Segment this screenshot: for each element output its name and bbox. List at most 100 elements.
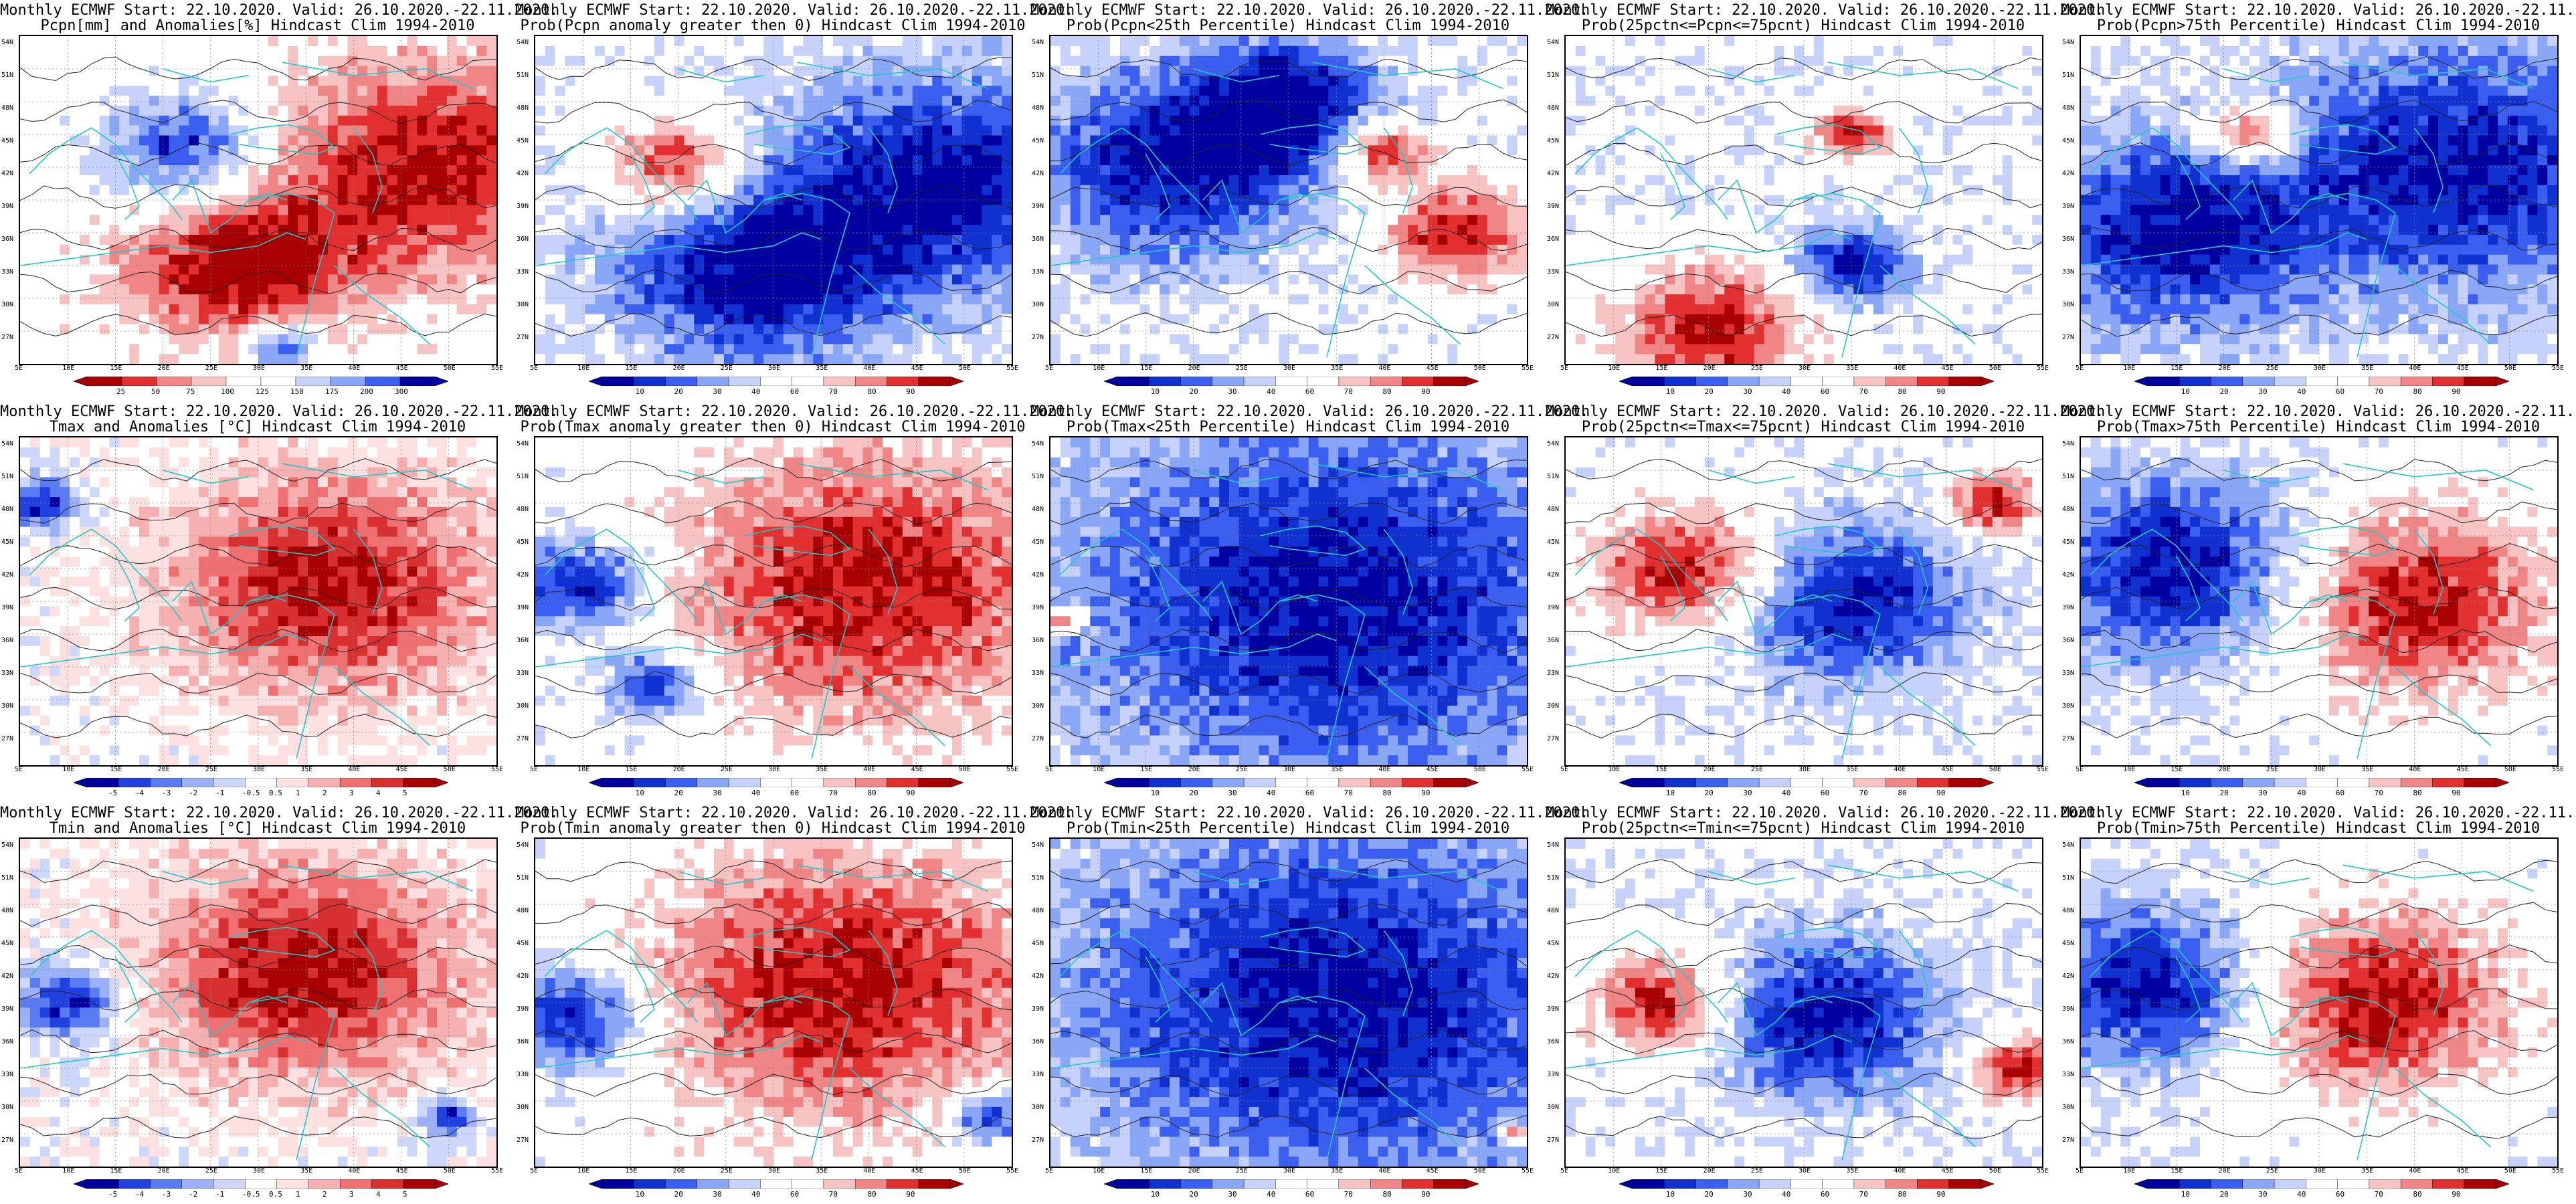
colorbar-tick-label: 30 bbox=[1743, 1190, 1752, 1199]
colorbar-swatch bbox=[118, 778, 151, 787]
colorbar-swatch bbox=[1180, 778, 1213, 787]
colorbar-swatch bbox=[634, 1179, 666, 1189]
contour-line bbox=[1050, 1114, 1527, 1138]
coastline bbox=[114, 957, 140, 1023]
colorbar-max-arrow bbox=[1980, 377, 1994, 386]
coastline bbox=[2290, 926, 2397, 958]
latitude-tick-label: 48N bbox=[517, 104, 529, 112]
longitude-tick-label: 55E bbox=[2037, 1167, 2049, 1175]
latitude-tick-label: 36N bbox=[517, 637, 529, 644]
latitude-tick-label: 45N bbox=[1, 940, 13, 947]
colorbar-swatch bbox=[1917, 778, 1949, 787]
colorbar-tick-label: 90 bbox=[1421, 387, 1430, 396]
longitude-tick-label: 50E bbox=[2504, 365, 2516, 372]
coastline bbox=[1312, 62, 1503, 90]
colorbar-tick-label: 90 bbox=[2452, 1190, 2460, 1199]
longitude-tick-label: 5E bbox=[1560, 365, 1568, 372]
colorbar-swatch bbox=[1822, 377, 1855, 386]
latitude-tick-label: 54N bbox=[1032, 39, 1044, 46]
coastline bbox=[868, 528, 898, 615]
colorbar-max-arrow bbox=[434, 778, 448, 787]
colorbar-tick-label: 30 bbox=[713, 789, 721, 797]
longitude-tick-label: 40E bbox=[1894, 1167, 1906, 1175]
colorbar-tick-label: 30 bbox=[2258, 789, 2267, 797]
latitude-tick-label: 48N bbox=[2062, 506, 2074, 513]
colorbar-swatch bbox=[1695, 778, 1728, 787]
colorbar-max-arrow bbox=[2495, 377, 2509, 386]
longitude-tick-label: 25E bbox=[1236, 766, 1248, 773]
colorbar-tick-label: 80 bbox=[1382, 1190, 1391, 1199]
contour-line bbox=[535, 714, 1012, 738]
coastline bbox=[2309, 995, 2396, 1161]
latitude-tick-label: 45N bbox=[517, 940, 529, 947]
longitude-tick-label: 15E bbox=[625, 766, 637, 773]
latitude-tick-label: 36N bbox=[1032, 1038, 1044, 1045]
colorbar-tick-label: 10 bbox=[1151, 387, 1160, 396]
colorbar-swatch bbox=[2464, 377, 2496, 386]
latitude-tick-label: 48N bbox=[1547, 104, 1559, 112]
contour-line bbox=[2081, 1030, 2557, 1054]
coastline bbox=[2090, 930, 2243, 1023]
longitude-tick-label: 50E bbox=[444, 1167, 456, 1175]
longitude-tick-label: 50E bbox=[1989, 1167, 2001, 1175]
panel-title-line2: Prob(Tmax anomaly greater then 0) Hindca… bbox=[515, 419, 1030, 435]
contour-line bbox=[535, 629, 1012, 652]
latitude-tick-label: 27N bbox=[1, 334, 13, 341]
latitude-tick-label: 36N bbox=[1547, 1038, 1559, 1045]
colorbar-swatch bbox=[156, 377, 192, 386]
shaded-field bbox=[1050, 36, 1527, 364]
colorbar bbox=[1104, 1179, 1479, 1189]
latitude-tick-label: 42N bbox=[1032, 973, 1044, 980]
longitude-tick-label: 45E bbox=[2457, 365, 2469, 372]
colorbar-tick-label: 70 bbox=[1344, 1190, 1353, 1199]
longitude-tick-label: 55E bbox=[491, 365, 503, 372]
latitude-tick-label: 27N bbox=[1032, 1136, 1044, 1144]
colorbar-swatch bbox=[1822, 778, 1855, 787]
contour-line bbox=[1050, 459, 1527, 483]
colorbar-tick-label: 30 bbox=[2258, 1190, 2267, 1199]
coastline bbox=[229, 124, 336, 155]
longitude-tick-label: 10E bbox=[62, 766, 74, 773]
latitude-tick-label: 33N bbox=[517, 670, 529, 677]
coastline bbox=[1202, 581, 1317, 635]
colorbar-tick-label: 20 bbox=[674, 789, 683, 797]
colorbar-tick-label: 1 bbox=[296, 789, 300, 797]
colorbar-tick-label: 40 bbox=[751, 789, 760, 797]
coastline bbox=[282, 62, 473, 90]
latitude-tick-label: 39N bbox=[517, 604, 529, 611]
colorbar-swatch bbox=[1433, 1179, 1466, 1189]
longitude-tick-label: 35E bbox=[816, 766, 828, 773]
latitude-tick-label: 51N bbox=[1547, 874, 1559, 882]
colorbar-tick-label: 60 bbox=[2336, 387, 2344, 396]
coastline bbox=[1193, 871, 1279, 886]
longitude-tick-label: 20E bbox=[1188, 766, 1200, 773]
map-panel-tmax-gt0: Monthly ECMWF Start: 22.10.2020. Valid: … bbox=[515, 401, 1073, 803]
latitude-tick-label: 54N bbox=[1547, 440, 1559, 447]
longitude-tick-label: 55E bbox=[1522, 365, 1534, 372]
colorbar-swatch bbox=[86, 377, 122, 386]
panel-title-line2: Prob(Tmax<25th Percentile) Hindcast Clim… bbox=[1030, 419, 1546, 435]
coastline bbox=[535, 633, 822, 668]
colorbar-swatch bbox=[2242, 778, 2275, 787]
colorbar-swatch bbox=[2337, 778, 2370, 787]
map-plot bbox=[1049, 35, 1528, 365]
map-panel-tmax-lt25: Monthly ECMWF Start: 22.10.2020. Valid: … bbox=[1030, 401, 1588, 803]
longitude-tick-label: 30E bbox=[768, 1167, 780, 1175]
colorbar-tick-label: 80 bbox=[867, 789, 876, 797]
coastline bbox=[1145, 154, 1170, 220]
latitude-tick-label: 54N bbox=[1547, 39, 1559, 46]
coastline bbox=[797, 62, 988, 90]
coastline bbox=[1193, 470, 1279, 484]
map-plot bbox=[2080, 35, 2559, 365]
panel-title-line2: Tmin and Anomalies [°C] Hindcast Clim 19… bbox=[0, 821, 515, 837]
latitude-tick-label: 36N bbox=[1032, 235, 1044, 243]
latitude-tick-label: 42N bbox=[2062, 571, 2074, 579]
contour-line bbox=[1566, 987, 2042, 1011]
longitude-tick-label: 25E bbox=[1751, 1167, 1763, 1175]
colorbar-swatch bbox=[276, 778, 309, 787]
longitude-tick-label: 35E bbox=[1846, 766, 1858, 773]
colorbar-swatch bbox=[1307, 377, 1340, 386]
coastline bbox=[1566, 232, 1852, 266]
coastline bbox=[248, 995, 335, 1161]
colorbar-tick-label: 70 bbox=[1859, 387, 1868, 396]
